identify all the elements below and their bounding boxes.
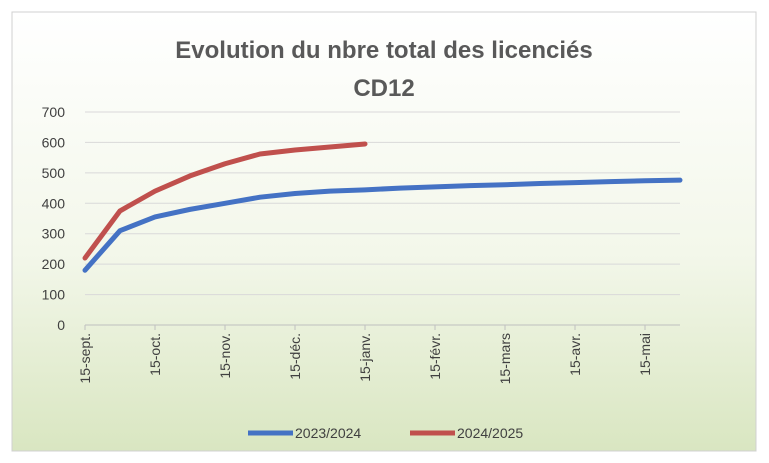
x-tick-label: 15-oct. — [147, 333, 163, 376]
x-tick-label: 15-janv. — [357, 333, 373, 382]
x-tick-label: 15-sept. — [77, 333, 93, 384]
y-tick-label: 200 — [42, 256, 66, 272]
title-line: CD12 — [353, 75, 414, 102]
chart-title: Evolution du nbre total des licenciés CD1… — [175, 37, 592, 102]
title-line: Evolution du nbre total des licenciés — [175, 37, 592, 64]
chart-area — [11, 11, 757, 452]
y-tick-label: 500 — [42, 165, 66, 181]
y-tick-label: 600 — [42, 134, 66, 150]
x-tick-label: 15-nov. — [217, 333, 233, 379]
y-tick-label: 400 — [42, 195, 66, 211]
y-tick-label: 300 — [42, 226, 66, 242]
x-tick-label: 15-déc. — [287, 333, 303, 380]
y-tick-label: 100 — [42, 287, 66, 303]
x-tick-label: 15-mars — [497, 333, 513, 384]
legend-label: 2023/2024 — [295, 425, 361, 441]
data-line — [82, 177, 683, 273]
x-tick-label: 15-mai — [637, 333, 653, 376]
legend-label: 2024/2025 — [457, 425, 523, 441]
x-tick-label: 15-févr. — [427, 333, 443, 380]
y-tick-label: 0 — [57, 317, 65, 333]
data-line — [82, 141, 368, 261]
x-tick-label: 15-avr. — [567, 333, 583, 376]
y-tick-label: 700 — [42, 104, 66, 120]
